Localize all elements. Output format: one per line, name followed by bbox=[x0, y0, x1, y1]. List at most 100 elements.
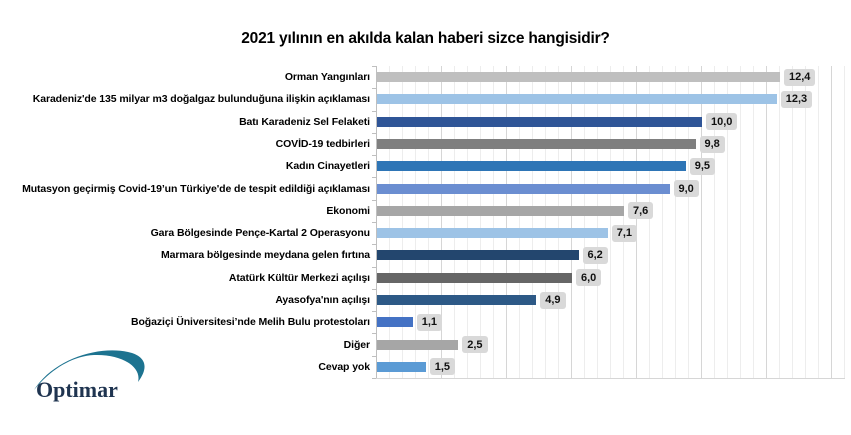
category-label-text: Ekonomi bbox=[326, 204, 370, 217]
gridline-minor bbox=[753, 66, 754, 378]
value-label: 9,0 bbox=[673, 180, 699, 198]
y-axis-tick bbox=[372, 132, 376, 134]
category-label: Ekonomi bbox=[0, 200, 370, 222]
y-axis-tick bbox=[372, 155, 376, 157]
logo-swoosh-icon bbox=[34, 350, 145, 390]
gridline-minor bbox=[779, 66, 780, 378]
gridline-minor bbox=[467, 66, 468, 378]
category-label-text: Diğer bbox=[343, 338, 370, 351]
category-label-text: Karadeniz'de 135 milyar m3 doğalgaz bulu… bbox=[32, 93, 370, 106]
category-label: Diğer bbox=[0, 333, 370, 355]
value-label: 6,0 bbox=[576, 269, 602, 287]
value-label: 2,5 bbox=[462, 336, 488, 354]
value-label: 7,1 bbox=[611, 224, 638, 242]
gridline-minor bbox=[688, 66, 689, 378]
category-label: Karadeniz'de 135 milyar m3 doğalgaz bulu… bbox=[0, 88, 370, 110]
bar bbox=[377, 72, 780, 83]
y-axis-tick bbox=[372, 222, 376, 223]
category-label-text: Gara Bölgesinde Pençe-Kartal 2 Operasyon… bbox=[150, 227, 371, 240]
value-label: 4,9 bbox=[540, 291, 566, 309]
category-label: Kadın Cinayetleri bbox=[0, 155, 370, 177]
gridline-minor bbox=[415, 66, 416, 378]
value-label: 9,5 bbox=[689, 157, 716, 175]
category-label-text: Ayasofya'nın açılışı bbox=[275, 293, 370, 306]
gridline-minor bbox=[597, 66, 598, 378]
gridline-minor bbox=[675, 66, 676, 378]
category-label-text: Boğaziçi Üniversitesi’nde Melih Bulu pro… bbox=[131, 316, 370, 329]
gridline-minor bbox=[454, 66, 455, 378]
bar bbox=[377, 183, 670, 194]
gridline-minor bbox=[480, 66, 481, 378]
y-axis-tick bbox=[372, 199, 376, 201]
y-axis-tick bbox=[372, 288, 376, 290]
gridline-minor bbox=[818, 66, 819, 378]
category-label: COVİD-19 tedbirleri bbox=[0, 133, 370, 155]
category-label: Marmara bölgesinde meydana gelen fırtına bbox=[0, 244, 370, 266]
category-label-text: Marmara bölgesinde meydana gelen fırtına bbox=[161, 249, 370, 262]
value-label: 12,4 bbox=[784, 68, 816, 86]
bar bbox=[377, 139, 696, 149]
category-label: Mutasyon geçirmiş Covid-19’un Türkiye'de… bbox=[0, 177, 370, 199]
gridline-major bbox=[831, 66, 832, 378]
y-axis-tick bbox=[372, 266, 376, 268]
category-label: Orman Yangınları bbox=[0, 66, 370, 88]
y-axis-tick bbox=[372, 110, 376, 112]
value-label: 6,2 bbox=[582, 246, 608, 264]
bar bbox=[377, 317, 413, 328]
gridline-minor bbox=[545, 66, 546, 378]
gridline-minor bbox=[844, 66, 845, 378]
y-axis-tick bbox=[372, 177, 376, 179]
gridline-minor bbox=[740, 66, 741, 378]
gridline-minor bbox=[792, 66, 793, 378]
bar bbox=[377, 94, 777, 105]
x-axis-line bbox=[376, 378, 845, 379]
y-axis-tick bbox=[372, 355, 376, 357]
gridline-minor bbox=[389, 66, 390, 378]
gridline-major bbox=[571, 66, 572, 378]
gridline-minor bbox=[623, 66, 624, 378]
gridline-major bbox=[506, 66, 507, 378]
gridline-minor bbox=[649, 66, 650, 378]
value-label: 1,5 bbox=[429, 358, 456, 376]
gridline-major bbox=[636, 66, 637, 378]
value-label: 12,3 bbox=[780, 90, 813, 108]
y-axis-line bbox=[376, 66, 377, 378]
bar bbox=[377, 339, 459, 350]
bar bbox=[377, 250, 579, 261]
gridline-minor bbox=[805, 66, 806, 378]
category-label: Cevap yok bbox=[0, 356, 370, 378]
gridline-minor bbox=[714, 66, 715, 378]
value-label: 10,0 bbox=[706, 113, 738, 131]
category-label-text: COVİD-19 tedbirleri bbox=[275, 137, 370, 150]
gridline-minor bbox=[584, 66, 585, 378]
gridline-minor bbox=[519, 66, 520, 378]
category-label-text: Batı Karadeniz Sel Felaketi bbox=[239, 115, 370, 128]
gridline-minor bbox=[493, 66, 494, 378]
logo-text: Optimar bbox=[36, 377, 118, 402]
category-label-text: Kadın Cinayetleri bbox=[285, 160, 370, 173]
bar bbox=[377, 295, 537, 305]
category-label: Gara Bölgesinde Pençe-Kartal 2 Operasyon… bbox=[0, 222, 371, 244]
category-label-text: Mutasyon geçirmiş Covid-19’un Türkiye'de… bbox=[22, 182, 370, 195]
chart-title: 2021 yılının en akılda kalan haberi sizc… bbox=[241, 30, 610, 47]
bar bbox=[377, 272, 572, 283]
gridline-major bbox=[701, 66, 702, 378]
category-label-text: Cevap yok bbox=[318, 360, 370, 373]
bar bbox=[377, 116, 702, 127]
y-axis-tick bbox=[372, 88, 376, 90]
y-axis-tick bbox=[372, 66, 376, 67]
y-axis-tick bbox=[372, 244, 376, 246]
gridline-minor bbox=[610, 66, 611, 378]
y-axis-tick bbox=[372, 311, 376, 313]
optimar-logo: Optimar bbox=[34, 350, 145, 402]
gridline-minor bbox=[428, 66, 429, 378]
bar bbox=[377, 161, 686, 172]
value-label: 1,1 bbox=[416, 313, 443, 331]
bar bbox=[377, 205, 624, 216]
gridline-minor bbox=[532, 66, 533, 378]
gridline-major bbox=[441, 66, 442, 378]
category-label: Atatürk Kültür Merkezi açılışı bbox=[0, 267, 370, 289]
value-label: 7,6 bbox=[628, 202, 654, 220]
y-axis-tick bbox=[372, 333, 376, 335]
